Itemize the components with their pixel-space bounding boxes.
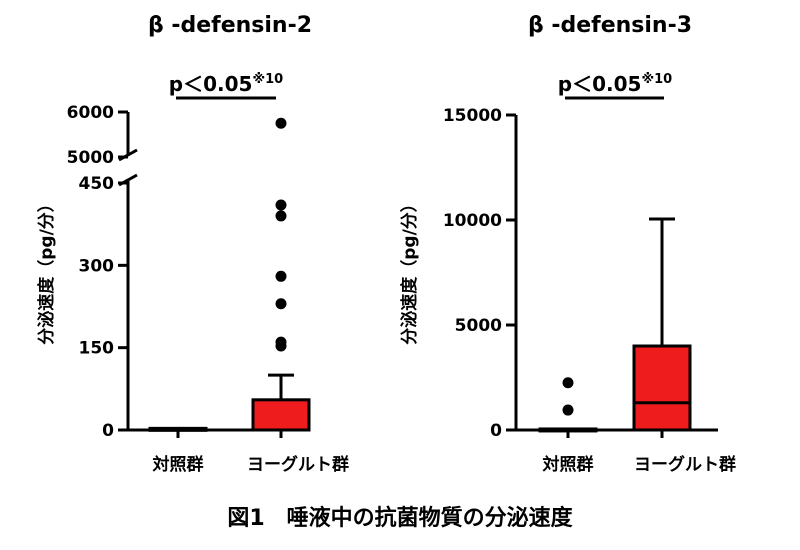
y-ticks: 0 5000 10000 15000 <box>443 106 516 441</box>
y-axis-label: 分泌速度（pg/分） <box>36 195 57 345</box>
y-tick-label: 0 <box>102 421 114 441</box>
outlier-point <box>275 270 287 282</box>
outlier-point <box>275 298 287 310</box>
outlier-point <box>275 199 287 211</box>
y-tick-label: 15000 <box>443 106 502 126</box>
category-label-control: 対照群 <box>152 454 204 475</box>
category-label-yogurt: ヨーグルト群 <box>247 454 349 475</box>
outlier-point <box>275 336 287 348</box>
significance-label: p＜0.05※10 <box>169 72 283 96</box>
y-tick-label: 150 <box>79 339 115 359</box>
outlier-point <box>562 404 574 416</box>
y-tick-label: 5000 <box>455 316 502 336</box>
box-control <box>538 427 598 433</box>
outlier-point <box>275 117 287 129</box>
y-ticks: 0 150 300 450 5000 6000 <box>67 103 128 441</box>
chart-defensin-2: β -defensin-2 p＜0.05※10 分泌速度（pg/分） 0 150 3… <box>36 13 349 475</box>
chart-title: β -defensin-2 <box>148 13 312 38</box>
significance-label: p＜0.05※10 <box>558 72 672 96</box>
y-tick-label: 5000 <box>67 148 114 168</box>
y-tick-label: 6000 <box>67 103 114 123</box>
chart-defensin-3: β -defensin-3 p＜0.05※10 分泌速度（pg/分） 0 5000… <box>399 13 736 475</box>
chart-title: β -defensin-3 <box>528 13 692 38</box>
category-label-control: 対照群 <box>542 454 594 475</box>
outlier-point <box>562 377 574 389</box>
boxes <box>148 117 311 432</box>
y-tick-label: 300 <box>79 256 115 276</box>
y-tick-label: 10000 <box>443 211 502 231</box>
boxes <box>538 217 692 433</box>
y-tick-label: 0 <box>490 421 502 441</box>
y-tick-label: 450 <box>79 174 115 194</box>
figure-caption: 図1 唾液中の抗菌物質の分泌速度 <box>227 505 573 531</box>
box-control <box>148 426 208 432</box>
box-yogurt <box>632 344 692 432</box>
outlier-point <box>275 210 287 222</box>
box-yogurt <box>251 398 311 432</box>
category-label-yogurt: ヨーグルト群 <box>634 454 736 475</box>
y-axis-label: 分泌速度（pg/分） <box>399 195 420 345</box>
